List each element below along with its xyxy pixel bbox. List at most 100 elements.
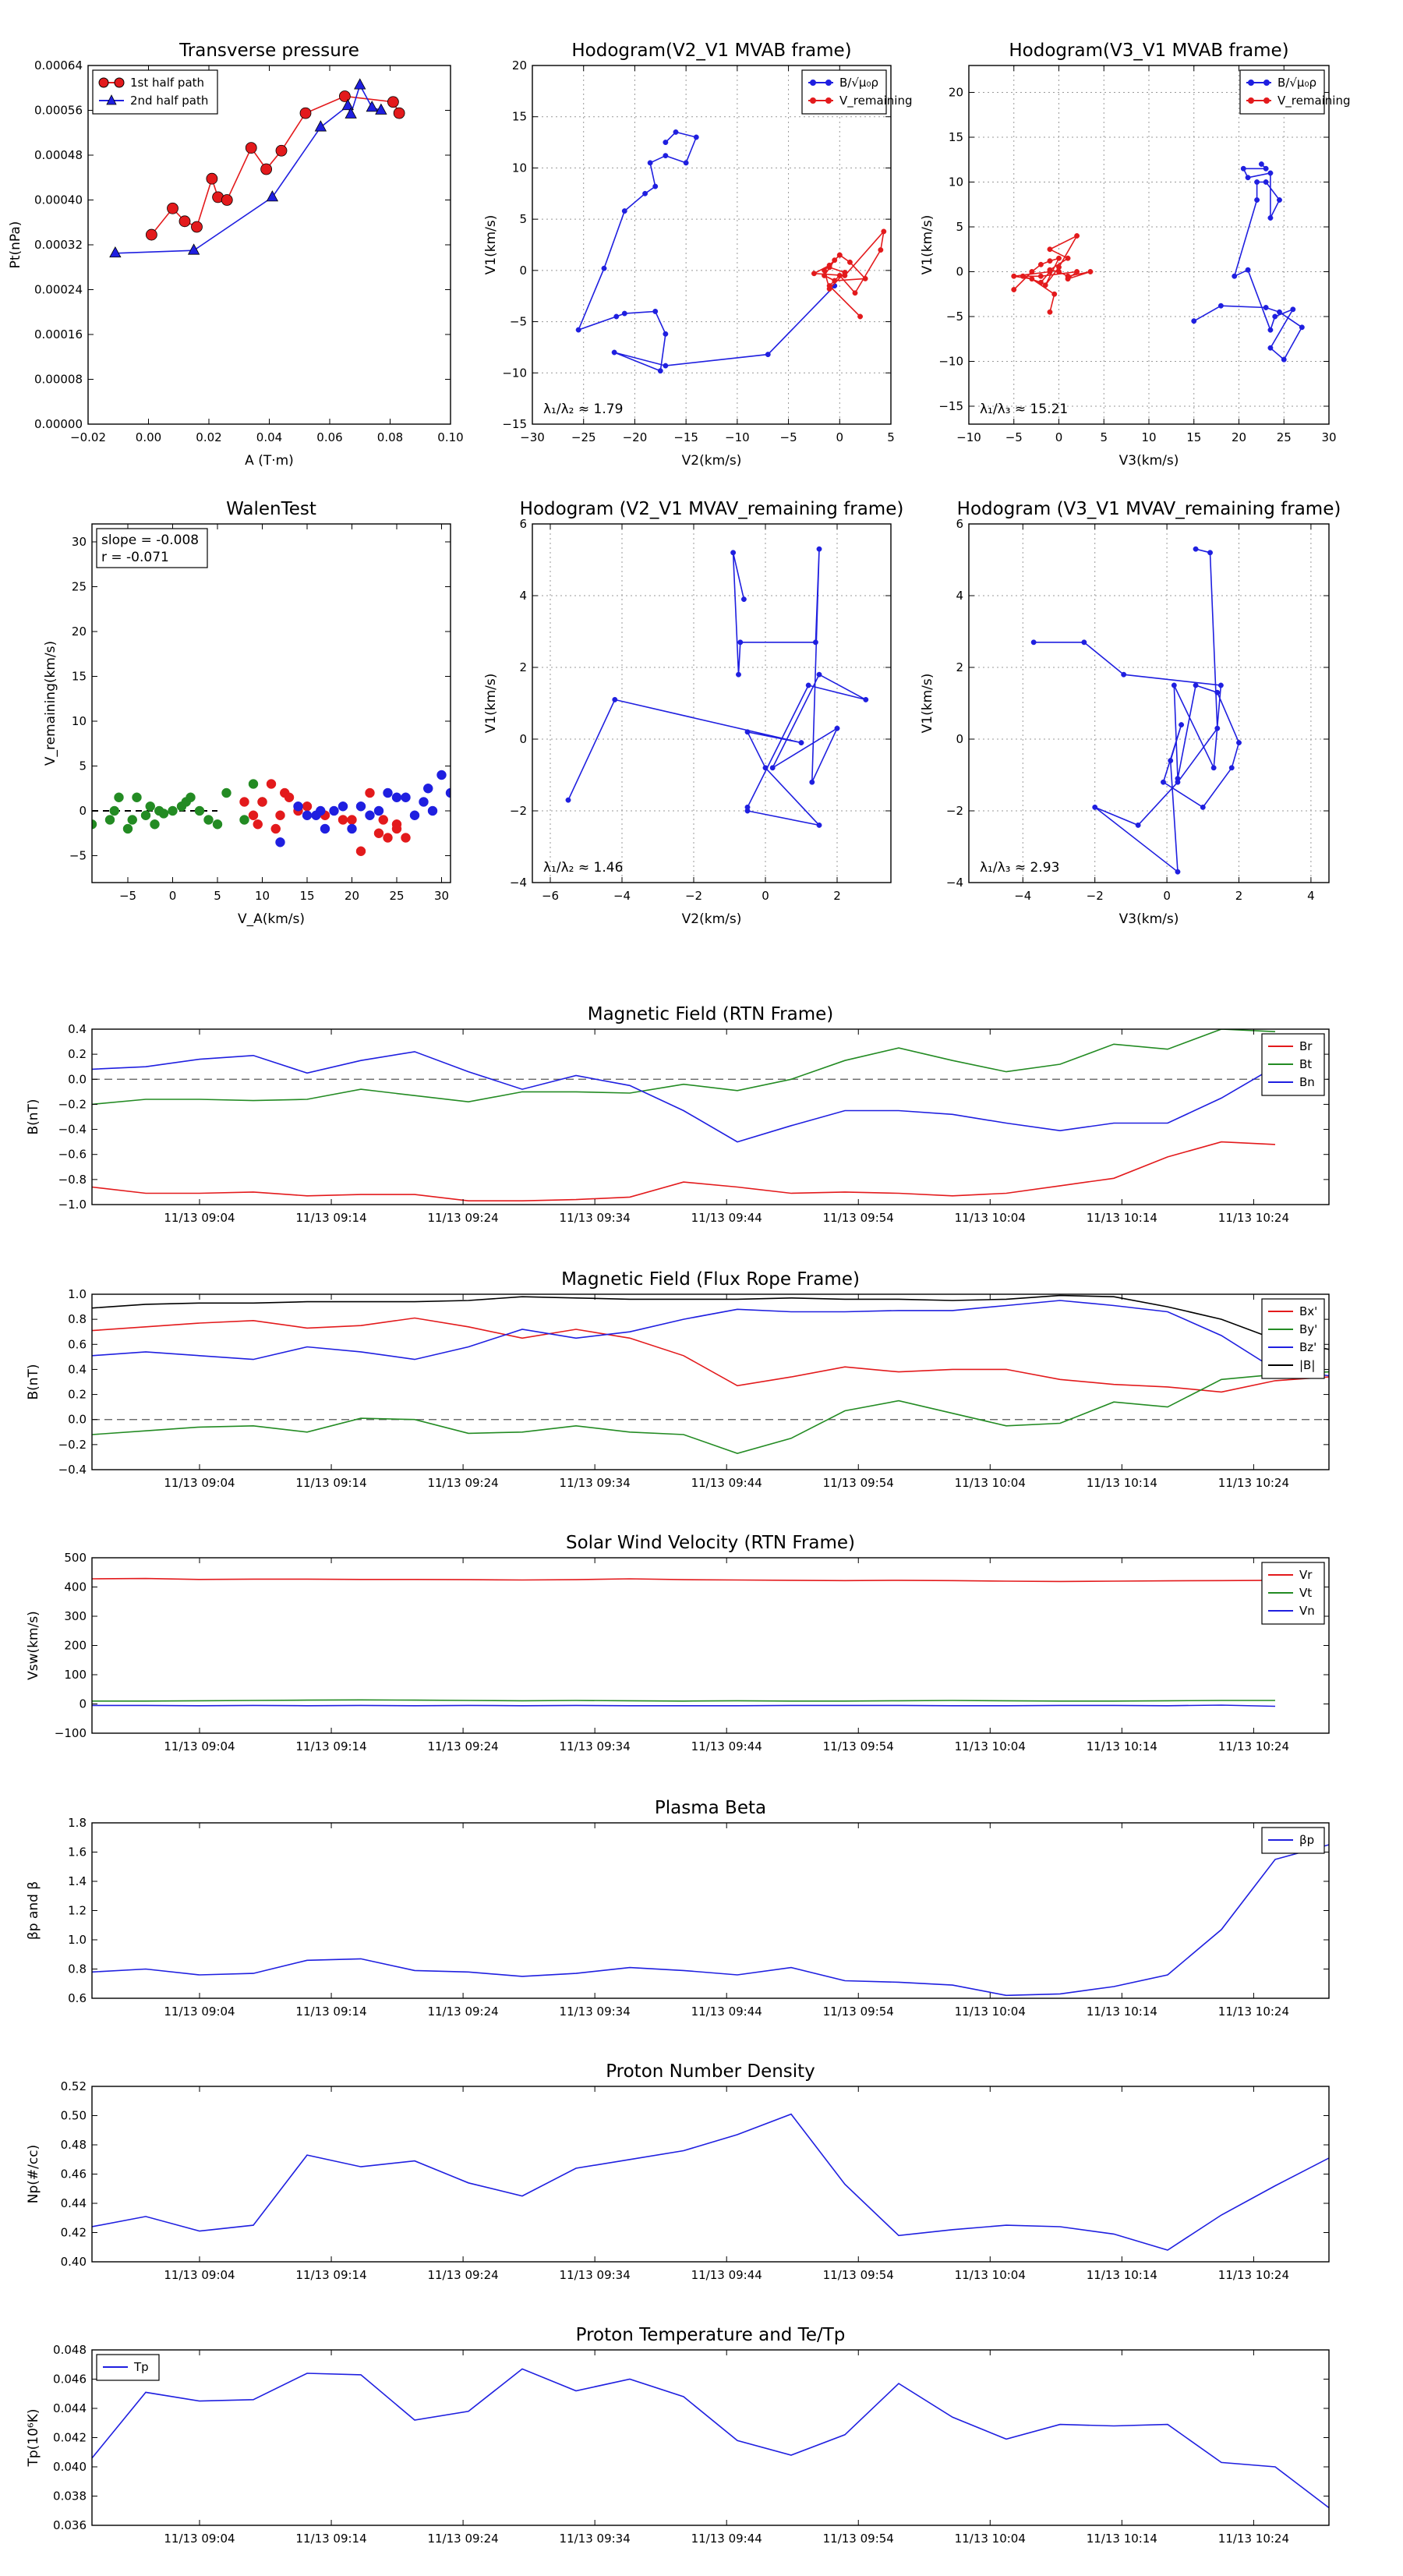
data-point [275, 144, 288, 157]
data-point [740, 596, 747, 603]
chart-panel-7: 11/13 09:04 11/13 09:14 11/13 09:24 11/13 0… [26, 1269, 1330, 1490]
data-point [1240, 165, 1246, 172]
x-tick-label: 0 [836, 430, 844, 444]
series-line-1st half path [150, 95, 400, 235]
legend-frame [92, 69, 218, 115]
x-tick-label: 30 [1321, 430, 1336, 444]
x-tick-label: 11/13 09:14 [295, 1211, 366, 1225]
y-tick-label: 25 [72, 580, 87, 594]
y-tick-label: −0.8 [58, 1173, 87, 1187]
y-axis-label: B(nT) [26, 1364, 41, 1399]
y-tick-label: 1.0 [68, 1933, 87, 1947]
data-point [1175, 869, 1181, 875]
x-tick-label: 11/13 10:04 [955, 2268, 1026, 2282]
data-point [245, 142, 257, 154]
data-point [1281, 356, 1287, 363]
x-tick-label: −10 [956, 430, 981, 444]
data-point [863, 696, 869, 702]
data-point [383, 833, 393, 843]
x-tick-label: 0.10 [437, 430, 463, 444]
data-point [822, 267, 828, 274]
chart-panel-11: 11/13 09:04 11/13 09:14 11/13 09:24 11/13 0… [26, 2325, 1330, 2546]
x-axis-label: V_A(km/s) [238, 911, 305, 927]
data-point [401, 792, 411, 802]
legend: 1st half path 2nd half path [92, 69, 218, 115]
data-point [1135, 822, 1141, 828]
y-tick-label: 5 [519, 212, 527, 226]
series-line-Vt [92, 1699, 1275, 1702]
plot-area [92, 2113, 1329, 2251]
x-tick-label: 11/13 09:14 [295, 1476, 366, 1490]
y-tick-label: 2 [956, 660, 963, 674]
data-point [832, 278, 838, 284]
legend-marker [1248, 97, 1254, 104]
y-tick-label: −1.0 [58, 1198, 87, 1212]
data-point [366, 101, 378, 112]
data-point [419, 797, 429, 807]
y-tick-label: 0.044 [53, 2401, 87, 2415]
chart-title: Magnetic Field (RTN Frame) [588, 1004, 834, 1024]
data-point [1217, 303, 1224, 309]
y-tick-label: 0.040 [53, 2460, 87, 2474]
legend-label: B/√μ₀ρ [1278, 76, 1316, 90]
x-tick-label: 11/13 10:24 [1218, 2005, 1289, 2019]
x-tick-label: 11/13 09:44 [691, 2005, 762, 2019]
y-axis-label: V_remaining(km/s) [43, 641, 58, 766]
plot-area [565, 546, 869, 828]
data-point [114, 792, 124, 802]
x-tick-label: −25 [571, 430, 596, 444]
data-point [253, 819, 263, 830]
axes-frame [91, 523, 451, 883]
data-point [736, 671, 741, 678]
axes-frame [532, 523, 892, 883]
data-point [1011, 273, 1017, 279]
legend-entry: βp [1268, 1833, 1314, 1847]
x-tick-label: 11/13 10:14 [1087, 2268, 1157, 2282]
data-point [248, 779, 259, 789]
y-tick-label: 5 [79, 759, 87, 773]
chart-panel-10: 11/13 09:04 11/13 09:14 11/13 09:24 11/13 0… [26, 2061, 1330, 2282]
data-point [1193, 546, 1199, 552]
data-point [826, 286, 832, 292]
y-tick-label: 300 [64, 1609, 87, 1623]
x-tick-label: 11/13 09:34 [560, 2268, 631, 2282]
y-tick-label: −2 [510, 804, 527, 818]
x-tick-label: 2 [1235, 889, 1243, 903]
y-tick-label: 0.6 [68, 1991, 87, 2005]
chart-title: Hodogram (V2_V1 MVAV_remaining frame) [520, 499, 904, 519]
data-point [391, 823, 402, 834]
data-point [1193, 682, 1199, 688]
y-axis-label: V1(km/s) [920, 674, 935, 734]
y-tick-label: 1.2 [68, 1904, 87, 1918]
data-point [1074, 269, 1080, 274]
data-point [1051, 291, 1058, 297]
legend-entry: B/√μ₀ρ [1246, 76, 1316, 90]
legend-entry: Bt [1268, 1057, 1312, 1071]
data-point [1299, 324, 1305, 331]
legend-entry: Vr [1268, 1568, 1313, 1582]
y-tick-label: 0 [519, 264, 527, 278]
series-line-βp [92, 1844, 1329, 1997]
y-tick-label: 0 [956, 265, 963, 279]
data-point [744, 804, 751, 810]
x-tick-label: −30 [520, 430, 545, 444]
data-point [145, 228, 157, 241]
data-point [762, 765, 769, 771]
data-point [1011, 287, 1017, 292]
y-tick-label: 0.00048 [34, 148, 83, 162]
data-point [409, 810, 420, 820]
data-point [92, 819, 97, 830]
x-tick-label: 11/13 10:04 [955, 1476, 1026, 1490]
series-line-0 [567, 549, 867, 826]
data-point [1228, 765, 1235, 771]
data-point [832, 257, 838, 264]
y-axis-label: V1(km/s) [920, 215, 935, 275]
chart-title: Plasma Beta [655, 1798, 766, 1818]
data-point [683, 160, 689, 166]
legend-entry: Vn [1268, 1604, 1315, 1618]
legend-label: Bx' [1299, 1304, 1317, 1318]
data-point [1056, 269, 1062, 274]
legend-marker [825, 80, 832, 86]
x-tick-label: 15 [299, 889, 314, 903]
